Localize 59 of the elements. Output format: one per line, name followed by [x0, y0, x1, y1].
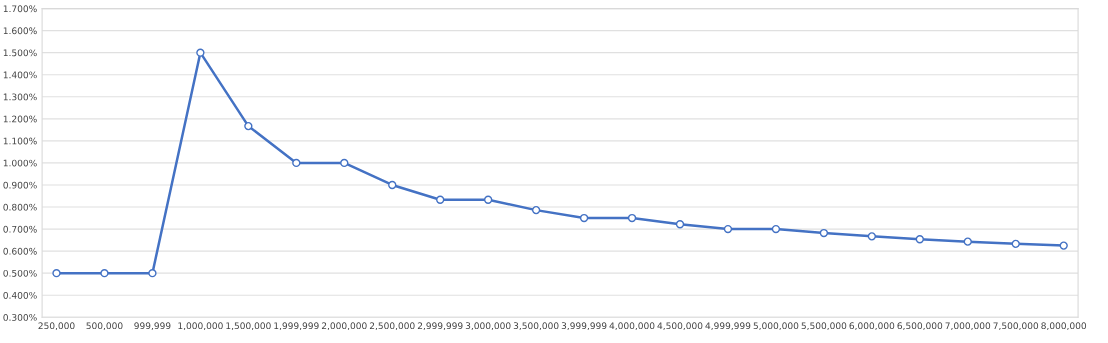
x-tick-label: 2,000,000 [321, 322, 367, 331]
y-tick-label: 1.000% [3, 159, 37, 167]
y-tick-label: 1.500% [3, 49, 37, 57]
x-tick-label: 1,000,000 [178, 322, 223, 331]
y-tick-label: 0.300% [3, 314, 37, 321]
point [1059, 241, 1068, 250]
x-tick-label: 250,000 [38, 322, 75, 331]
y-tick-label: 0.900% [3, 181, 37, 189]
point [244, 121, 253, 131]
point [579, 213, 589, 223]
x-tick-label: 6,000,000 [849, 322, 895, 331]
y-tick-label: 1.300% [3, 93, 37, 101]
y-tick-label: 1.600% [3, 27, 37, 35]
point [531, 205, 541, 215]
point [388, 180, 397, 190]
x-tick-label: 1,500,000 [226, 322, 271, 331]
x-tick-label: 4,000,000 [609, 322, 655, 331]
point [436, 195, 445, 204]
x-tick-label: 500,000 [86, 322, 123, 331]
x-tick-label: 7,500,000 [993, 322, 1039, 331]
x-tick-label: 1,999,999 [274, 322, 319, 331]
x-tick-label: 2,500,000 [369, 322, 415, 331]
x-tick-label: 7,000,000 [945, 322, 991, 331]
point [915, 235, 924, 244]
point [100, 269, 109, 278]
point [52, 269, 61, 278]
point [148, 269, 157, 278]
x-tick-label: 4,999,999 [705, 322, 751, 331]
x-tick-label: 4,500,000 [657, 322, 703, 331]
point [675, 220, 685, 229]
point [771, 224, 781, 234]
y-tick-label: 0.800% [3, 203, 37, 211]
point [292, 158, 301, 168]
x-tick-label: 2,999,999 [417, 322, 463, 331]
x-tick-label: 3,999,999 [561, 322, 607, 331]
x-tick-label: 3,000,000 [465, 322, 511, 331]
x-tick-label: 6,500,000 [897, 322, 943, 331]
x-tick-label: 3,500,000 [513, 322, 559, 331]
point [627, 213, 637, 223]
point [340, 158, 349, 168]
x-tick-label: 5,000,000 [753, 322, 799, 331]
point [867, 232, 877, 241]
y-tick-label: 1.700% [3, 5, 37, 13]
x-tick-label: 999,999 [134, 322, 171, 331]
y-tick-label: 1.200% [3, 115, 37, 123]
point [819, 228, 829, 238]
point [963, 237, 972, 246]
x-tick-label: 5,500,000 [801, 322, 847, 331]
y-tick-label: 0.600% [3, 247, 37, 255]
y-tick-label: 0.700% [3, 225, 37, 233]
y-tick-label: 0.500% [3, 269, 37, 277]
point [483, 195, 493, 204]
point [196, 48, 205, 57]
point [723, 224, 733, 234]
point [1011, 239, 1020, 249]
y-tick-label: 1.100% [3, 137, 37, 145]
y-tick-label: 0.400% [3, 291, 37, 299]
y-tick-label: 1.400% [3, 71, 37, 79]
x-tick-label: 8,000,000 [1041, 322, 1087, 331]
